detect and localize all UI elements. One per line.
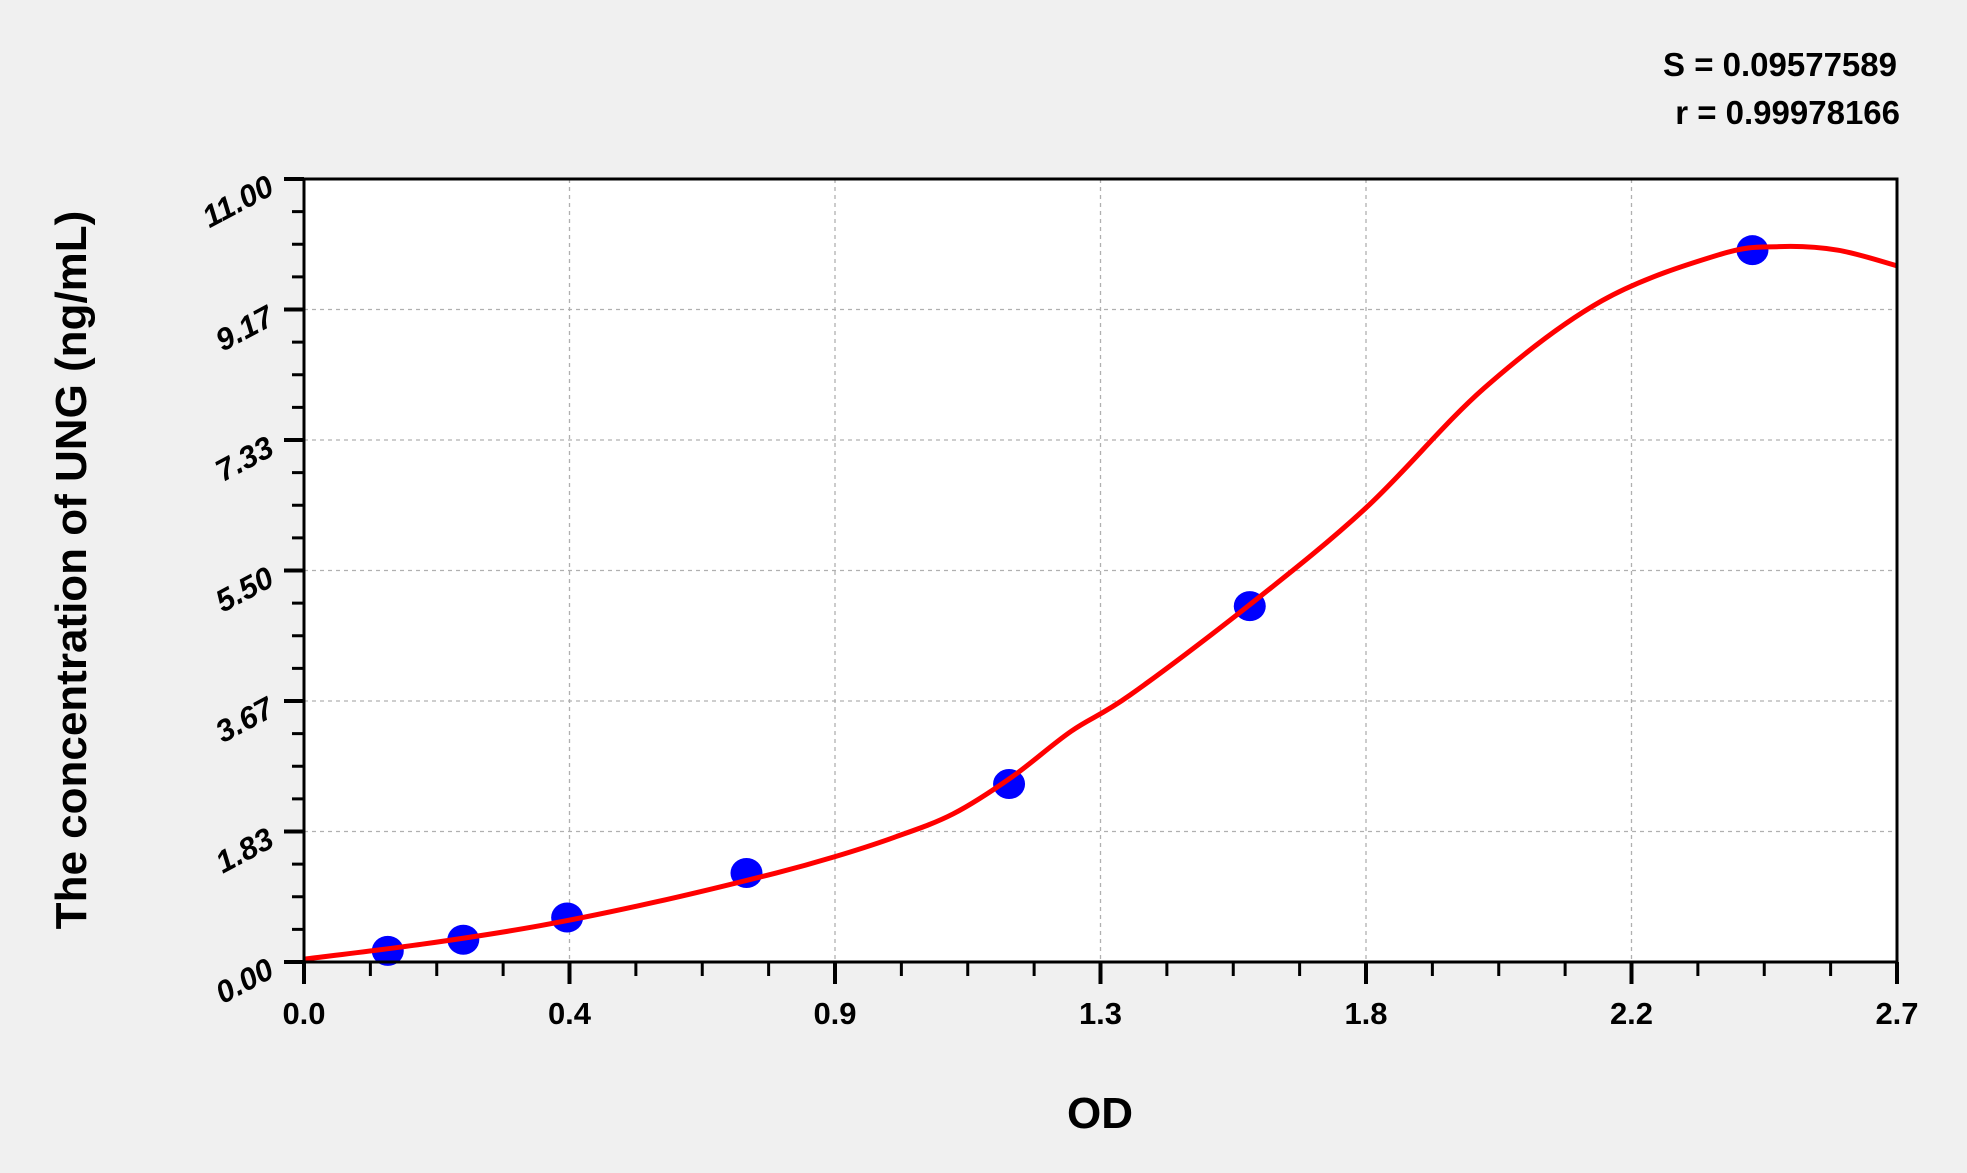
s-statistic: S = 0.09577589 (1663, 46, 1897, 83)
y-tick-label: 9.17 (210, 298, 281, 358)
x-tick-label: 0.4 (548, 996, 592, 1031)
data-point (1736, 235, 1769, 266)
y-tick-label: 7.33 (210, 429, 280, 488)
x-tick-label: 0.0 (282, 996, 325, 1031)
y-tick-labels: 0.00 1.83 3.67 5.50 7.33 9.17 11.00 (196, 168, 280, 1010)
x-tick-label: 1.3 (1079, 996, 1122, 1031)
y-tick-label: 0.00 (210, 951, 280, 1010)
x-tick-labels: 0.0 0.4 0.9 1.3 1.8 2.2 2.7 (282, 996, 1918, 1031)
r-statistic: r = 0.99978166 (1675, 94, 1900, 131)
x-tick-label: 2.2 (1610, 996, 1653, 1031)
x-tick-label: 2.7 (1875, 996, 1918, 1031)
y-tick-label: 5.50 (210, 560, 280, 619)
grid (304, 179, 1897, 962)
x-axis-title: OD (1067, 1089, 1133, 1138)
data-point (551, 902, 584, 933)
y-tick-label: 11.00 (196, 168, 279, 234)
fit-curve (303, 243, 1898, 962)
x-tick-label: 1.8 (1344, 996, 1387, 1031)
y-tick-label: 3.67 (210, 689, 281, 749)
y-tick-label: 1.83 (210, 821, 280, 880)
x-tick-label: 0.9 (813, 996, 856, 1031)
y-axis-title: The concentration of UNG (ng/mL) (47, 211, 96, 930)
data-point (993, 769, 1026, 800)
axis-ticks (284, 177, 1899, 984)
